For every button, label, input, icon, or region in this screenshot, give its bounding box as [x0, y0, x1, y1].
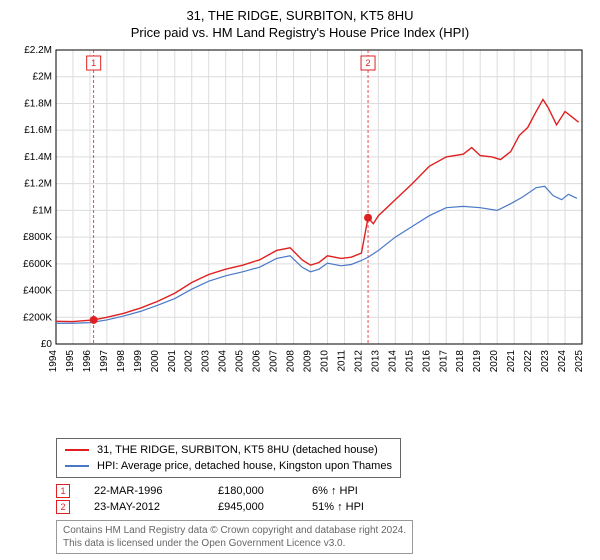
svg-text:£200K: £200K: [23, 312, 52, 323]
svg-text:1994: 1994: [48, 350, 59, 373]
attribution-line: Contains HM Land Registry data © Crown c…: [63, 524, 406, 537]
svg-text:2005: 2005: [235, 350, 246, 373]
svg-text:2014: 2014: [387, 350, 398, 373]
svg-text:£800K: £800K: [23, 232, 52, 243]
svg-text:2018: 2018: [455, 350, 466, 373]
svg-text:2019: 2019: [472, 350, 483, 373]
sale-row: 2 23-MAY-2012 £945,000 51% ↑ HPI: [56, 500, 588, 514]
chart-area: £0 £200K £400K £600K £800K £1M £1.2M £1.4M £1.6M…: [12, 46, 588, 432]
svg-text:2021: 2021: [506, 350, 517, 373]
svg-text:2009: 2009: [303, 350, 314, 373]
svg-text:2000: 2000: [150, 350, 161, 373]
svg-text:2016: 2016: [421, 350, 432, 373]
svg-text:£1.2M: £1.2M: [24, 179, 52, 190]
svg-text:2024: 2024: [557, 350, 568, 373]
svg-text:£600K: £600K: [23, 259, 52, 270]
svg-text:1995: 1995: [65, 350, 76, 373]
svg-text:2008: 2008: [286, 350, 297, 373]
legend-item: HPI: Average price, detached house, King…: [65, 458, 392, 474]
svg-text:2020: 2020: [489, 350, 500, 373]
svg-text:2013: 2013: [370, 350, 381, 373]
svg-text:2025: 2025: [574, 350, 585, 373]
legend-item: 31, THE RIDGE, SURBITON, KT5 8HU (detach…: [65, 442, 392, 458]
chart-subtitle: Price paid vs. HM Land Registry's House …: [12, 25, 588, 40]
svg-text:2002: 2002: [184, 350, 195, 373]
svg-text:2001: 2001: [167, 350, 178, 373]
svg-text:2011: 2011: [336, 350, 347, 372]
sale-hpi: 51% ↑ HPI: [312, 501, 364, 513]
attribution: Contains HM Land Registry data © Crown c…: [56, 520, 413, 554]
svg-text:£400K: £400K: [23, 286, 52, 297]
sale-date: 22-MAR-1996: [94, 485, 194, 497]
sale-date: 23-MAY-2012: [94, 501, 194, 513]
svg-text:1997: 1997: [99, 350, 110, 373]
svg-text:2006: 2006: [252, 350, 263, 373]
legend-label: 31, THE RIDGE, SURBITON, KT5 8HU (detach…: [97, 444, 378, 456]
svg-text:£2M: £2M: [33, 72, 52, 83]
sale-price: £945,000: [218, 501, 288, 513]
svg-text:£0: £0: [41, 339, 53, 350]
legend-swatch: [65, 449, 89, 451]
sale-marker-icon: 1: [56, 484, 70, 498]
svg-text:£2.2M: £2.2M: [24, 46, 52, 56]
sale-marker-icon: 2: [56, 500, 70, 514]
svg-text:£1.6M: £1.6M: [24, 125, 52, 136]
line-chart: £0 £200K £400K £600K £800K £1M £1.2M £1.4M £1.6M…: [12, 46, 588, 384]
svg-text:1998: 1998: [116, 350, 127, 373]
svg-text:1996: 1996: [82, 350, 93, 373]
sale-price: £180,000: [218, 485, 288, 497]
sale-hpi: 6% ↑ HPI: [312, 485, 358, 497]
svg-text:2: 2: [366, 58, 371, 68]
svg-text:£1M: £1M: [33, 205, 52, 216]
legend-swatch: [65, 465, 89, 467]
svg-text:2017: 2017: [438, 350, 449, 373]
svg-text:£1.4M: £1.4M: [24, 152, 52, 163]
svg-text:2022: 2022: [523, 350, 534, 373]
svg-text:1999: 1999: [133, 350, 144, 373]
svg-text:£1.8M: £1.8M: [24, 98, 52, 109]
svg-text:2012: 2012: [353, 350, 364, 373]
sale-row: 1 22-MAR-1996 £180,000 6% ↑ HPI: [56, 484, 588, 498]
svg-text:2015: 2015: [404, 350, 415, 373]
legend: 31, THE RIDGE, SURBITON, KT5 8HU (detach…: [56, 438, 401, 478]
attribution-line: This data is licensed under the Open Gov…: [63, 537, 406, 550]
svg-text:2004: 2004: [218, 350, 229, 373]
svg-text:2023: 2023: [540, 350, 551, 373]
svg-text:2007: 2007: [269, 350, 280, 373]
svg-text:2003: 2003: [201, 350, 212, 373]
svg-text:2010: 2010: [319, 350, 330, 373]
chart-title: 31, THE RIDGE, SURBITON, KT5 8HU: [12, 8, 588, 23]
svg-text:1: 1: [91, 58, 96, 68]
legend-label: HPI: Average price, detached house, King…: [97, 460, 392, 472]
